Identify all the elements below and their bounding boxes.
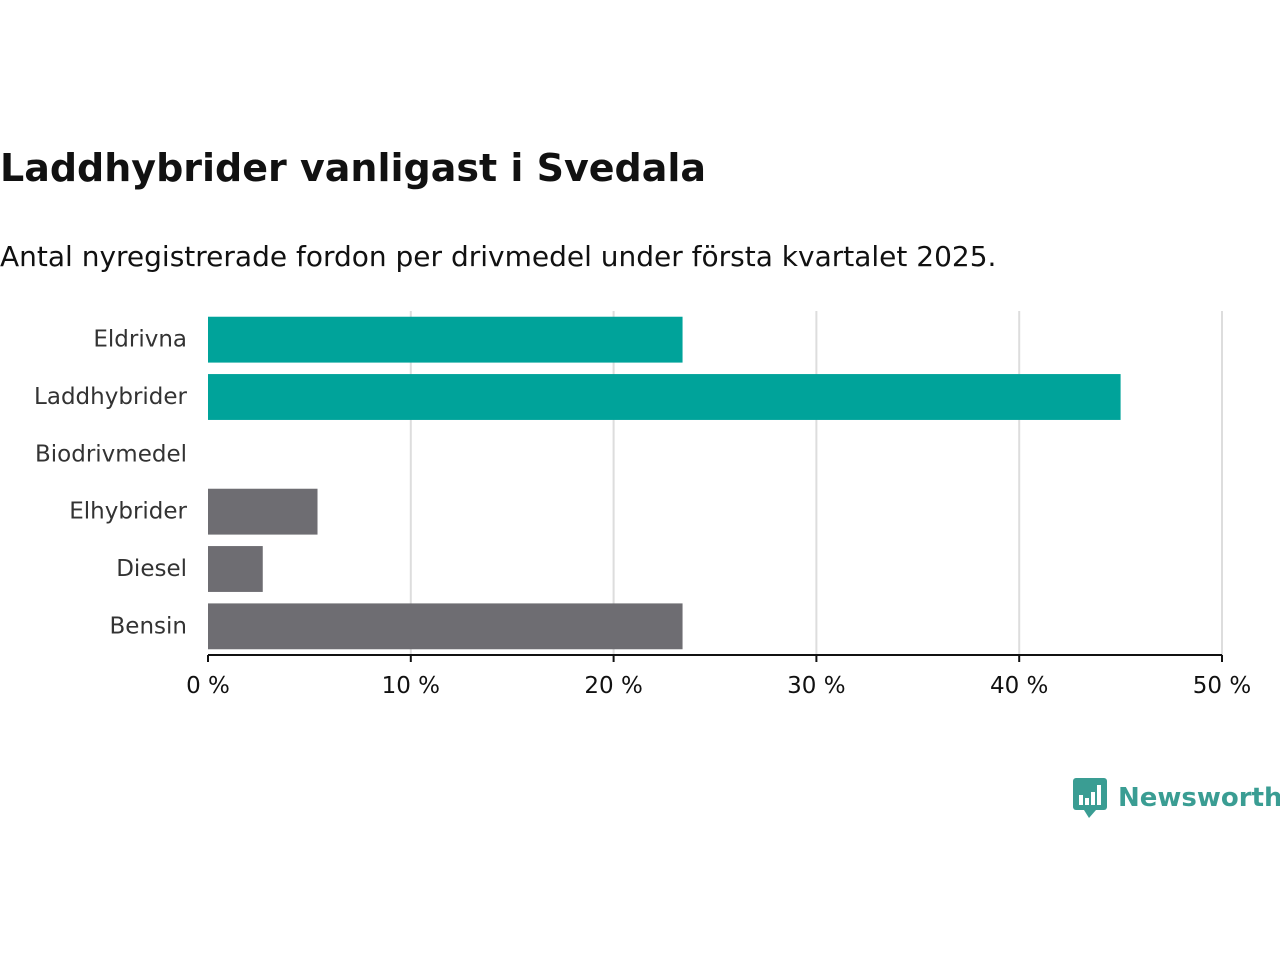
x-tick-label: 10 % (382, 673, 440, 699)
bar-elhybrider (208, 488, 318, 535)
x-axis: 0 % 10 % 20 % 30 % 40 % 50 % (186, 654, 1251, 699)
x-tick-label: 50 % (1193, 673, 1251, 699)
brand-logo: Newsworthy (1072, 776, 1280, 820)
x-tick-label: 30 % (787, 673, 845, 699)
category-label: Biodrivmedel (35, 441, 187, 467)
bar-eldrivna (208, 316, 683, 363)
category-label: Elhybrider (69, 499, 187, 525)
category-label: Eldrivna (93, 327, 187, 353)
grid-lines (409, 311, 1223, 655)
category-label: Diesel (116, 556, 187, 582)
chart-subtitle: Antal nyregistrerade fordon per drivmede… (0, 240, 997, 273)
category-label: Laddhybrider (34, 384, 187, 410)
chart-title: Laddhybrider vanligast i Svedala (0, 146, 707, 190)
bar-bensin (208, 603, 683, 650)
bar-chart-speech-bubble-icon (1073, 778, 1107, 818)
brand-name: Newsworthy (1118, 783, 1280, 813)
bars (208, 316, 1121, 650)
x-tick-label: 40 % (990, 673, 1048, 699)
x-tick-label: 0 % (186, 673, 230, 699)
bar-laddhybrider (208, 374, 1121, 420)
bar-diesel (208, 546, 263, 592)
category-label: Bensin (110, 613, 187, 639)
x-tick-label: 20 % (584, 673, 642, 699)
category-labels: Eldrivna Laddhybrider Biodrivmedel Elhybrid… (34, 327, 187, 640)
